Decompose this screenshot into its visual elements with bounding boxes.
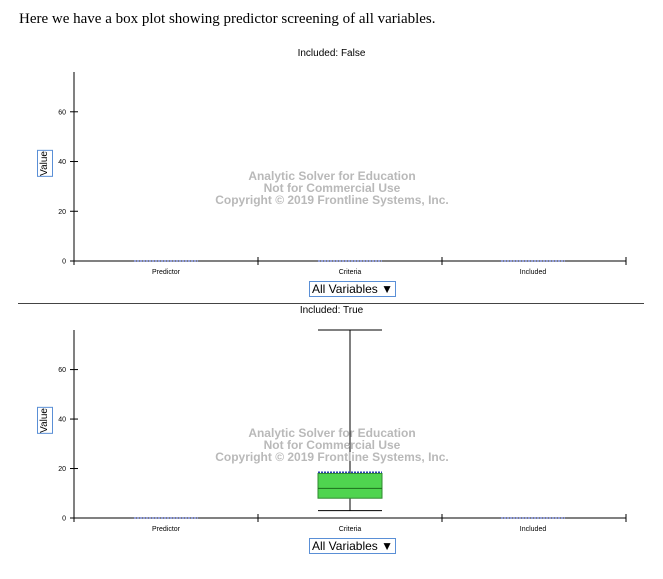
watermark: Analytic Solver for Education Not for Co…	[132, 427, 532, 463]
x-category-label: Included	[520, 269, 547, 276]
variable-select[interactable]: All Variables ▼	[309, 538, 397, 554]
y-tick-label: 40	[58, 159, 66, 166]
watermark-line: Copyright © 2019 Frontline Systems, Inc.	[215, 450, 449, 464]
watermark-line: Analytic Solver for Education	[248, 169, 416, 183]
watermark-line: Not for Commercial Use	[263, 438, 401, 452]
chart-title: Included: True	[299, 305, 364, 316]
chart-title: Included: False	[297, 48, 366, 59]
y-tick-label: 40	[58, 417, 66, 424]
x-category-label: Predictor	[152, 526, 181, 533]
intro-text: Here we have a box plot showing predicto…	[19, 11, 436, 27]
watermark-line: Analytic Solver for Education	[248, 426, 416, 440]
panel-divider	[18, 303, 644, 304]
x-category-label: Criteria	[339, 269, 362, 276]
variable-select[interactable]: All Variables ▼	[309, 281, 397, 297]
y-tick-label: 20	[58, 209, 66, 216]
y-tick-label: 20	[58, 466, 66, 473]
x-category-label: Included	[520, 526, 547, 533]
y-tick-label: 60	[58, 367, 66, 374]
watermark-line: Copyright © 2019 Frontline Systems, Inc.	[215, 193, 449, 207]
boxplot-chart-false: 0 20 40 60 Predictor Criteria Included	[58, 72, 627, 276]
x-category-label: Criteria	[339, 526, 362, 533]
x-category-label: Predictor	[152, 269, 181, 276]
iqr-box	[317, 472, 383, 499]
watermark: Analytic Solver for Education Not for Co…	[132, 170, 532, 206]
y-tick-label: 0	[62, 259, 66, 266]
y-tick-label: 0	[62, 516, 66, 523]
y-tick-label: 60	[58, 109, 66, 116]
watermark-line: Not for Commercial Use	[263, 181, 401, 195]
